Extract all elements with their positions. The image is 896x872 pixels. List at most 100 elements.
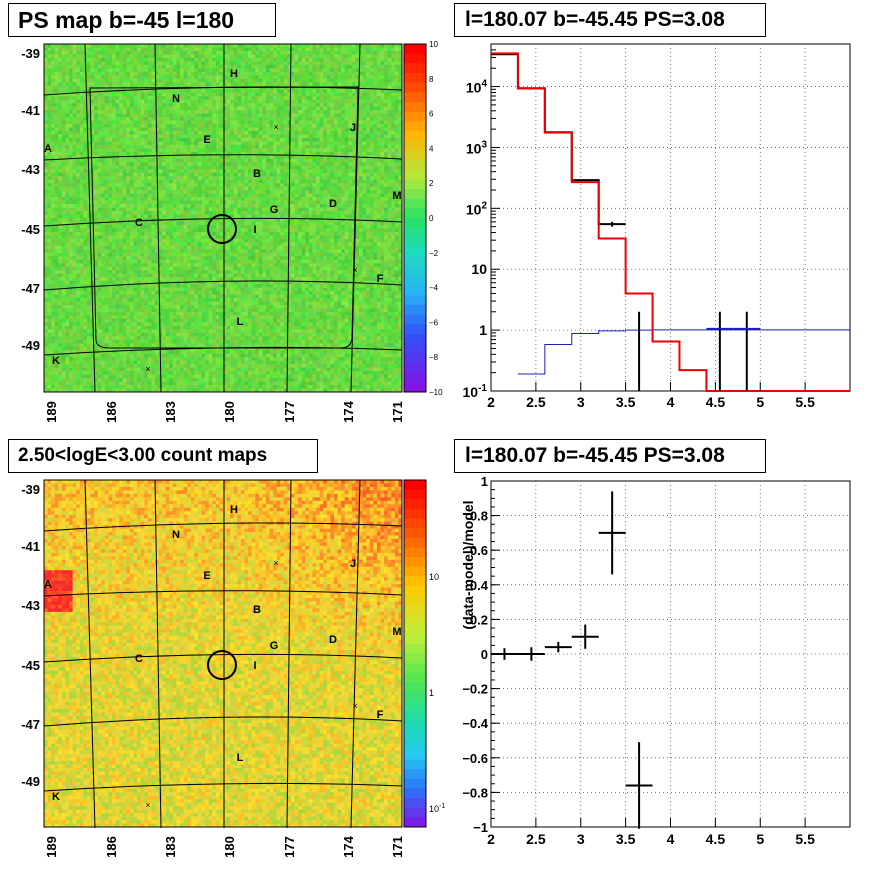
map-pixel	[394, 117, 399, 121]
map-pixel	[180, 75, 184, 80]
map-pixel	[230, 169, 235, 174]
map-pixel	[237, 204, 242, 208]
map-pixel	[223, 44, 227, 48]
map-pixel	[387, 155, 392, 160]
map-pixel	[287, 137, 292, 142]
map-pixel	[201, 151, 206, 156]
map-pixel	[65, 124, 70, 128]
map-pixel	[312, 64, 317, 69]
map-pixel	[165, 155, 170, 160]
map-pixel	[380, 75, 385, 80]
map-pixel	[223, 197, 227, 201]
map-pixel	[387, 110, 392, 114]
map-pixel	[215, 134, 220, 139]
map-pixel	[359, 75, 363, 80]
map-pixel	[47, 68, 52, 73]
map-pixel	[137, 106, 141, 111]
map-pixel	[112, 82, 116, 87]
map-pixel	[344, 50, 349, 55]
map-pixel	[305, 155, 310, 160]
map-pixel	[330, 120, 335, 125]
map-pixel	[380, 89, 385, 94]
map-pixel	[137, 47, 141, 52]
map-pixel	[154, 57, 159, 62]
map-pixel	[287, 110, 292, 114]
map-pixel	[230, 200, 235, 205]
map-pixel	[301, 169, 306, 174]
map-pixel	[280, 96, 285, 100]
map-pixel	[115, 151, 120, 156]
map-pixel	[366, 193, 371, 198]
map-pixel	[226, 44, 231, 48]
map-pixel	[351, 99, 356, 104]
map-pixel	[137, 197, 141, 201]
map-pixel	[233, 57, 238, 62]
map-pixel	[147, 106, 152, 111]
map-pixel	[373, 106, 378, 111]
map-pixel	[301, 120, 306, 125]
map-pixel	[58, 75, 63, 80]
map-pixel	[316, 54, 320, 59]
map-pixel	[233, 75, 238, 80]
map-pixel	[144, 207, 149, 212]
map-pixel	[369, 124, 374, 128]
map-pixel	[129, 64, 134, 69]
map-pixel	[205, 169, 209, 174]
map-pixel	[151, 193, 156, 198]
map-pixel	[301, 211, 306, 215]
map-pixel	[373, 141, 378, 146]
map-pixel	[147, 64, 152, 69]
map-pixel	[291, 110, 295, 114]
map-pixel	[387, 169, 392, 174]
map-pixel	[94, 193, 98, 198]
map-pixel	[323, 207, 328, 212]
map-pixel	[226, 127, 231, 132]
map-pixel	[154, 61, 159, 66]
map-pixel	[265, 151, 270, 156]
map-pixel	[162, 197, 167, 201]
map-pixel	[316, 200, 320, 205]
map-pixel	[283, 61, 288, 66]
map-pixel	[180, 207, 184, 212]
map-pixel	[215, 141, 220, 146]
map-pixel	[398, 124, 403, 128]
map-pixel	[298, 89, 303, 94]
map-pixel	[359, 169, 363, 174]
map-pixel	[140, 155, 145, 160]
map-pixel	[376, 57, 381, 62]
map-pixel	[337, 162, 342, 167]
map-pixel	[101, 207, 106, 212]
map-pixel	[366, 85, 371, 90]
map-pixel	[65, 155, 70, 160]
map-pixel	[273, 141, 277, 146]
map-pixel	[248, 47, 252, 52]
map-pixel	[294, 204, 299, 208]
map-pixel	[79, 64, 84, 69]
map-pixel	[265, 148, 270, 153]
map-pixel	[208, 183, 213, 187]
map-pixel	[58, 151, 63, 156]
map-pixel	[265, 134, 270, 139]
map-pixel	[169, 68, 174, 73]
map-pixel	[83, 124, 88, 128]
map-pixel	[226, 134, 231, 139]
map-pixel	[330, 144, 335, 149]
map-pixel	[280, 141, 285, 146]
map-pixel	[380, 204, 385, 208]
map-pixel	[180, 211, 184, 215]
map-pixel	[54, 113, 59, 118]
map-pixel	[151, 211, 156, 215]
map-pixel	[398, 176, 403, 181]
map-pixel	[351, 134, 356, 139]
map-pixel	[326, 68, 331, 73]
map-pixel	[366, 50, 371, 55]
map-pixel	[162, 50, 167, 55]
map-pixel	[112, 61, 116, 66]
map-pixel	[280, 44, 285, 48]
map-pixel	[129, 47, 134, 52]
map-pixel	[97, 92, 102, 97]
map-pixel	[61, 117, 66, 121]
map-pixel	[330, 186, 335, 191]
map-pixel	[212, 179, 217, 184]
map-pixel	[348, 61, 353, 66]
